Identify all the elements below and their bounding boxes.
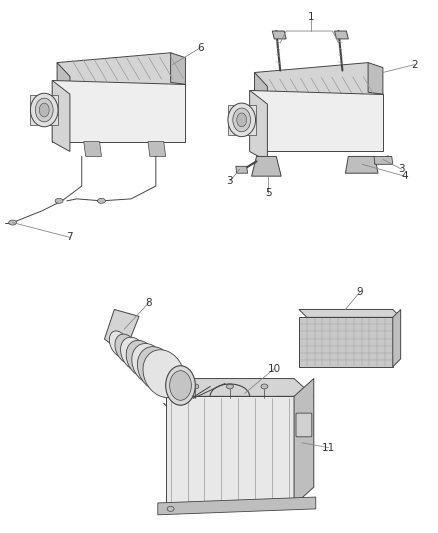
Ellipse shape	[126, 341, 157, 377]
Polygon shape	[251, 156, 281, 176]
Text: 3: 3	[398, 164, 405, 174]
Polygon shape	[335, 31, 348, 39]
Ellipse shape	[9, 220, 17, 225]
Polygon shape	[368, 62, 383, 94]
Polygon shape	[76, 86, 88, 98]
Polygon shape	[299, 310, 401, 317]
Polygon shape	[254, 62, 383, 104]
Text: 4: 4	[401, 171, 408, 181]
Ellipse shape	[98, 198, 106, 203]
Ellipse shape	[233, 108, 251, 132]
Ellipse shape	[115, 334, 138, 364]
Polygon shape	[250, 90, 267, 161]
Polygon shape	[236, 166, 247, 173]
Ellipse shape	[132, 343, 166, 384]
Ellipse shape	[166, 366, 195, 405]
Ellipse shape	[237, 113, 247, 127]
Polygon shape	[346, 156, 378, 173]
Ellipse shape	[261, 384, 268, 389]
Ellipse shape	[143, 350, 184, 398]
Ellipse shape	[138, 346, 175, 391]
Polygon shape	[105, 310, 139, 354]
Polygon shape	[171, 53, 185, 84]
Polygon shape	[228, 105, 255, 135]
Ellipse shape	[228, 103, 255, 136]
Ellipse shape	[192, 384, 199, 389]
Polygon shape	[272, 31, 286, 39]
Polygon shape	[254, 72, 267, 104]
Polygon shape	[135, 86, 147, 98]
Ellipse shape	[30, 93, 58, 127]
Text: 5: 5	[265, 188, 272, 198]
FancyBboxPatch shape	[296, 413, 312, 437]
Polygon shape	[52, 80, 185, 142]
Text: 10: 10	[268, 364, 281, 374]
Polygon shape	[148, 142, 166, 156]
Polygon shape	[294, 378, 314, 505]
Polygon shape	[166, 378, 314, 397]
Polygon shape	[57, 53, 185, 94]
Text: 2: 2	[411, 60, 418, 70]
Ellipse shape	[226, 384, 233, 389]
Polygon shape	[299, 317, 393, 367]
Text: 9: 9	[357, 287, 364, 297]
Text: 11: 11	[322, 443, 335, 453]
Ellipse shape	[120, 337, 148, 370]
Text: 6: 6	[197, 43, 204, 53]
Polygon shape	[374, 156, 393, 164]
Ellipse shape	[35, 98, 53, 122]
Text: 1: 1	[307, 12, 314, 22]
Ellipse shape	[55, 198, 63, 203]
Polygon shape	[57, 62, 70, 94]
Text: 7: 7	[67, 232, 73, 243]
Polygon shape	[166, 397, 294, 505]
Ellipse shape	[167, 506, 174, 511]
Polygon shape	[332, 96, 344, 108]
Text: 3: 3	[226, 176, 233, 186]
Ellipse shape	[170, 370, 191, 400]
Polygon shape	[52, 80, 70, 151]
Polygon shape	[158, 497, 316, 515]
Polygon shape	[30, 95, 58, 125]
Polygon shape	[393, 310, 401, 367]
Polygon shape	[250, 90, 383, 151]
Ellipse shape	[39, 103, 49, 117]
Ellipse shape	[110, 331, 129, 357]
Text: 8: 8	[145, 297, 152, 308]
Polygon shape	[273, 96, 285, 108]
Polygon shape	[84, 142, 102, 156]
